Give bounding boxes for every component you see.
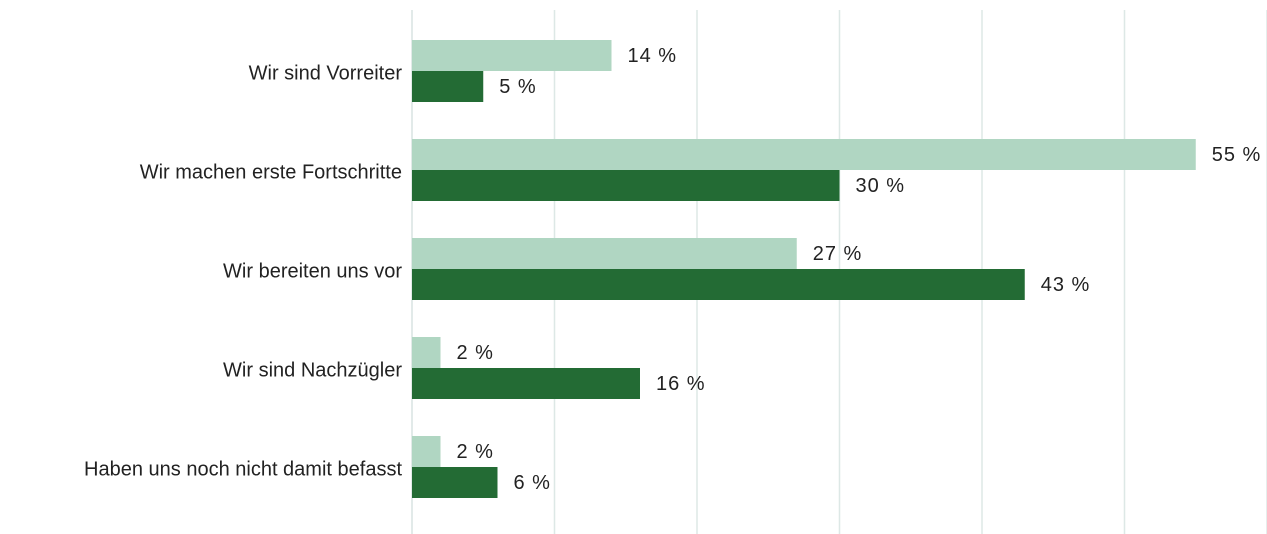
data-label: 16 % bbox=[656, 373, 706, 395]
bar-light bbox=[412, 40, 612, 71]
category-label: Haben uns noch nicht damit befasst bbox=[84, 458, 402, 480]
bars bbox=[412, 40, 1196, 498]
bar-light bbox=[412, 139, 1196, 170]
data-label: 14 % bbox=[628, 45, 678, 67]
category-label: Wir machen erste Fortschritte bbox=[140, 161, 402, 183]
bar-dark bbox=[412, 368, 640, 399]
bar-dark bbox=[412, 170, 840, 201]
bar-dark bbox=[412, 269, 1025, 300]
category-label: Wir bereiten uns vor bbox=[223, 260, 402, 282]
data-label: 2 % bbox=[457, 342, 494, 364]
data-label: 6 % bbox=[514, 472, 551, 494]
bar-light bbox=[412, 337, 441, 368]
data-label: 5 % bbox=[499, 76, 536, 98]
data-label: 55 % bbox=[1212, 144, 1262, 166]
bar-dark bbox=[412, 71, 484, 102]
data-label: 2 % bbox=[457, 441, 494, 463]
data-label: 43 % bbox=[1041, 274, 1091, 296]
bar-light bbox=[412, 436, 441, 467]
bar-dark bbox=[412, 467, 498, 498]
category-label: Wir sind Vorreiter bbox=[249, 62, 403, 84]
bar-light bbox=[412, 238, 797, 269]
data-label: 27 % bbox=[813, 243, 863, 265]
category-label: Wir sind Nachzügler bbox=[223, 359, 402, 381]
labels: Wir sind Vorreiter 14 % 5 % Wir machen erst… bbox=[84, 45, 1262, 494]
data-label: 30 % bbox=[856, 175, 906, 197]
